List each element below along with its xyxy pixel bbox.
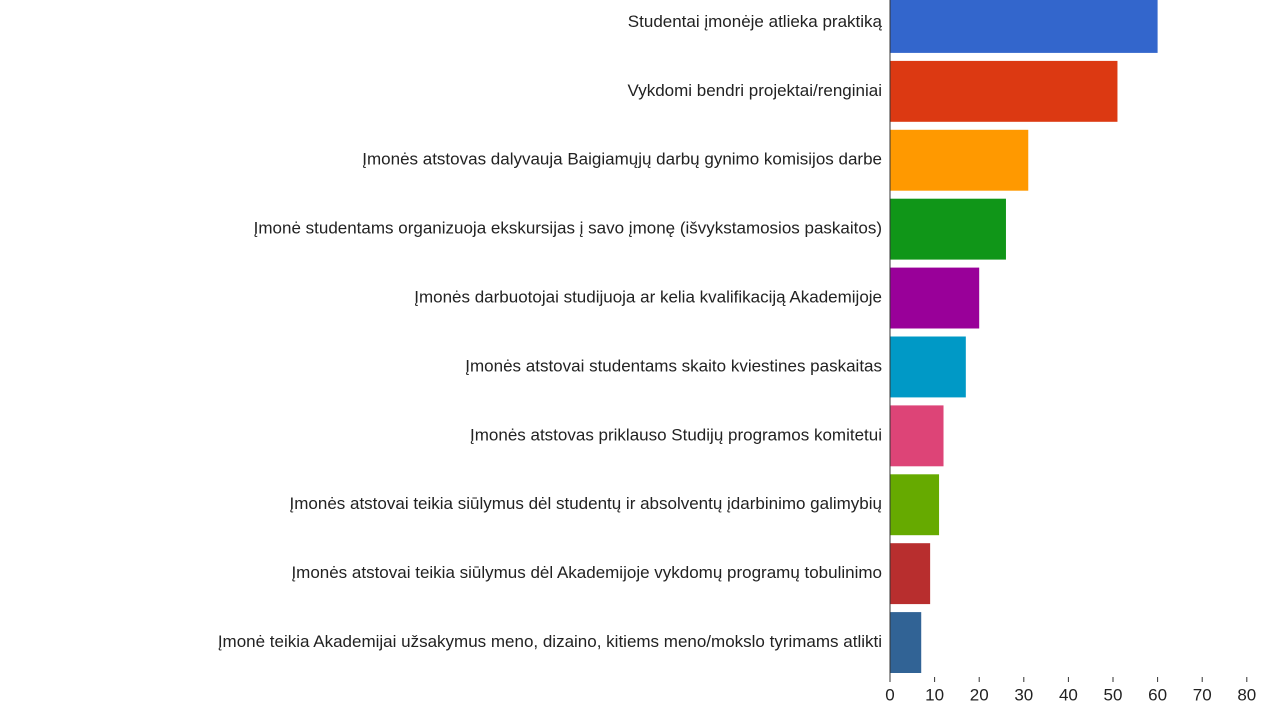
x-tick-label: 60: [1148, 685, 1167, 704]
y-tick-label: Studentai įmonėje atlieka praktiką: [628, 12, 883, 31]
x-tick-label: 20: [970, 685, 989, 704]
bar: [890, 60, 1118, 122]
y-tick-label: Įmonės atstovai studentams skaito kviest…: [465, 356, 882, 375]
bar: [890, 336, 966, 398]
y-tick-label: Įmonė teikia Akademijai užsakymus meno, …: [218, 632, 882, 651]
y-tick-label: Vykdomi bendri projektai/renginiai: [627, 81, 882, 100]
x-tick-label: 50: [1104, 685, 1123, 704]
bar: [890, 0, 1158, 53]
bar: [890, 543, 931, 605]
bar: [890, 198, 1006, 260]
x-tick-label: 30: [1014, 685, 1033, 704]
x-tick-label: 80: [1237, 685, 1256, 704]
bar: [890, 267, 980, 329]
y-tick-label: Įmonės atstovas dalyvauja Baigiamųjų dar…: [362, 150, 882, 169]
bar: [890, 612, 922, 673]
y-tick-label: Įmonė studentams organizuoja ekskursijas…: [254, 219, 882, 238]
y-tick-label: Įmonės darbuotojai studijuoja ar kelia k…: [414, 288, 882, 307]
y-tick-label: Įmonės atstovas priklauso Studijų progra…: [470, 425, 882, 444]
y-tick-label: Įmonės atstovai teikia siūlymus dėl stud…: [290, 494, 882, 513]
x-tick-label: 70: [1193, 685, 1212, 704]
x-tick-label: 10: [925, 685, 944, 704]
bar: [890, 405, 944, 467]
bar: [890, 474, 940, 536]
bar: [890, 129, 1029, 191]
x-tick-label: 40: [1059, 685, 1078, 704]
x-tick-label: 0: [885, 685, 894, 704]
y-tick-label: Įmonės atstovai teikia siūlymus dėl Akad…: [291, 563, 882, 582]
